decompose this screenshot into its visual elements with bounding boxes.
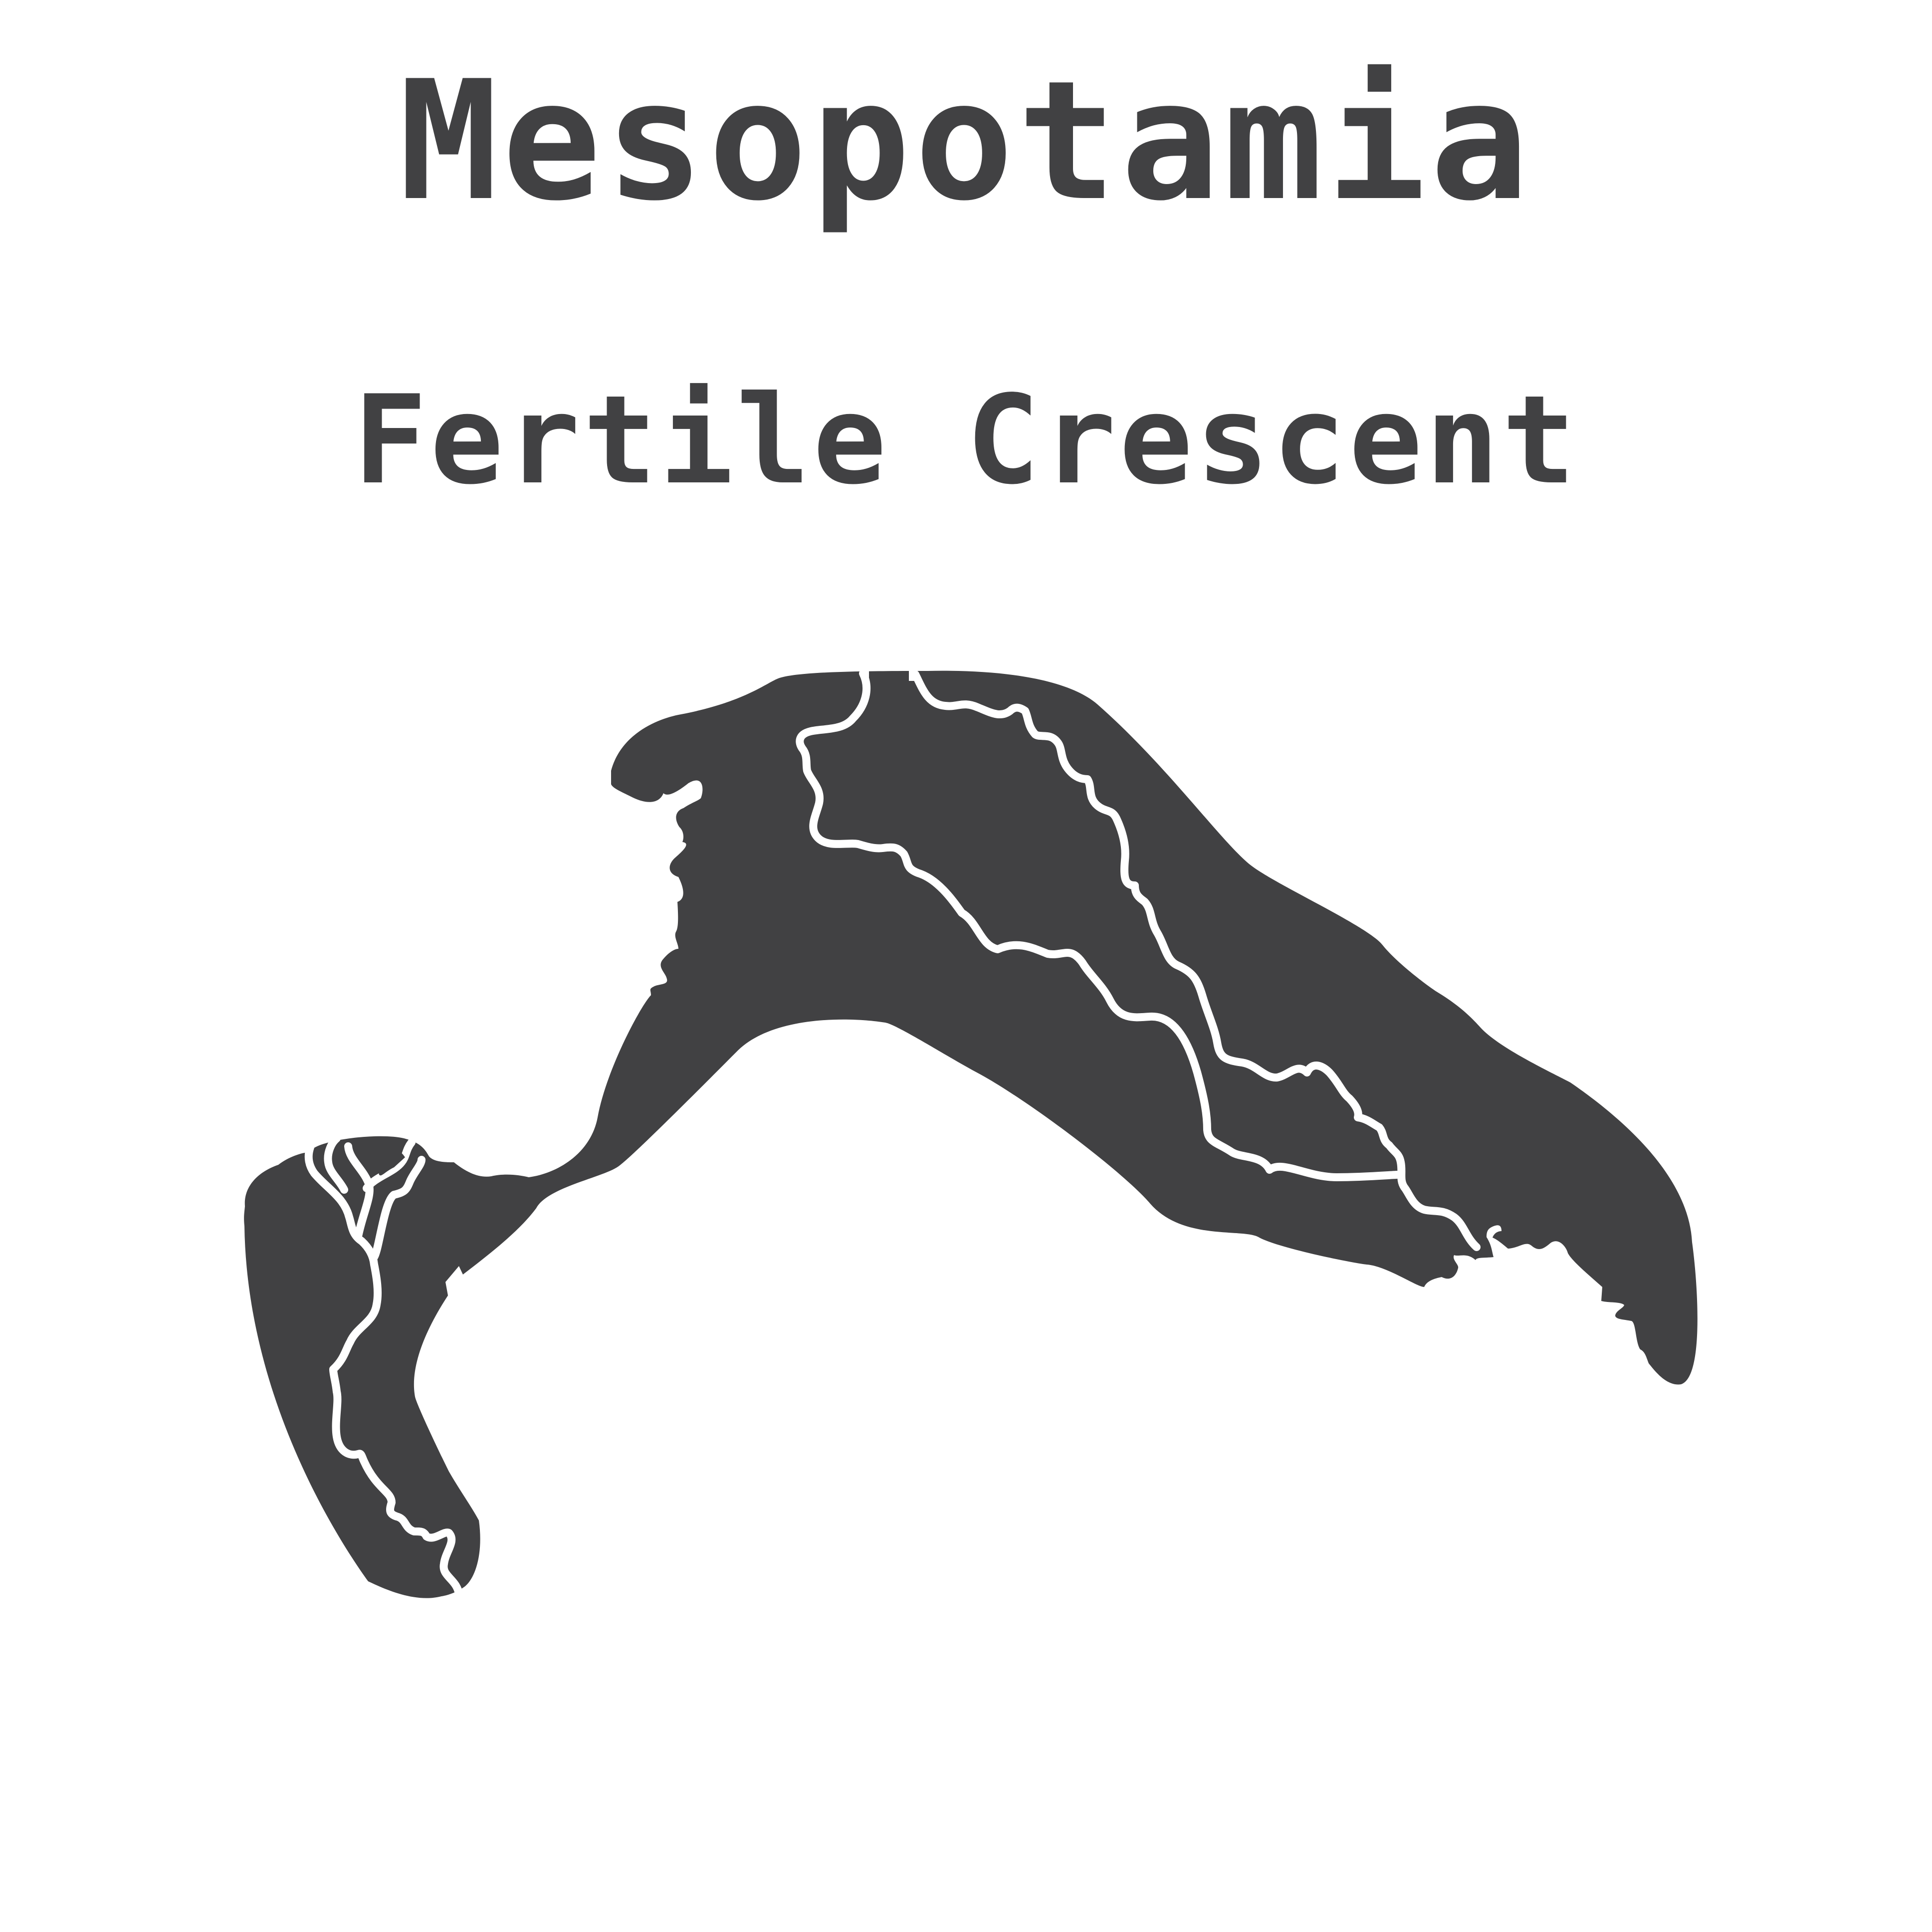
nile-delta-branch (363, 1138, 416, 1192)
map-title: Mesopotamia (399, 45, 1533, 237)
delta-marsh (369, 1142, 405, 1176)
map-subtitle: Fertile Crescent (353, 369, 1579, 511)
euphrates-river (796, 669, 1401, 1181)
nile-river (304, 1143, 463, 1598)
river-system (304, 669, 1481, 1598)
crescent-landmass (244, 670, 1698, 1598)
nile-delta-branch (324, 1134, 348, 1194)
nile-delta-branch (370, 1156, 426, 1261)
nile-delta-marshes (369, 1142, 405, 1176)
tigris-river (911, 670, 1481, 1251)
